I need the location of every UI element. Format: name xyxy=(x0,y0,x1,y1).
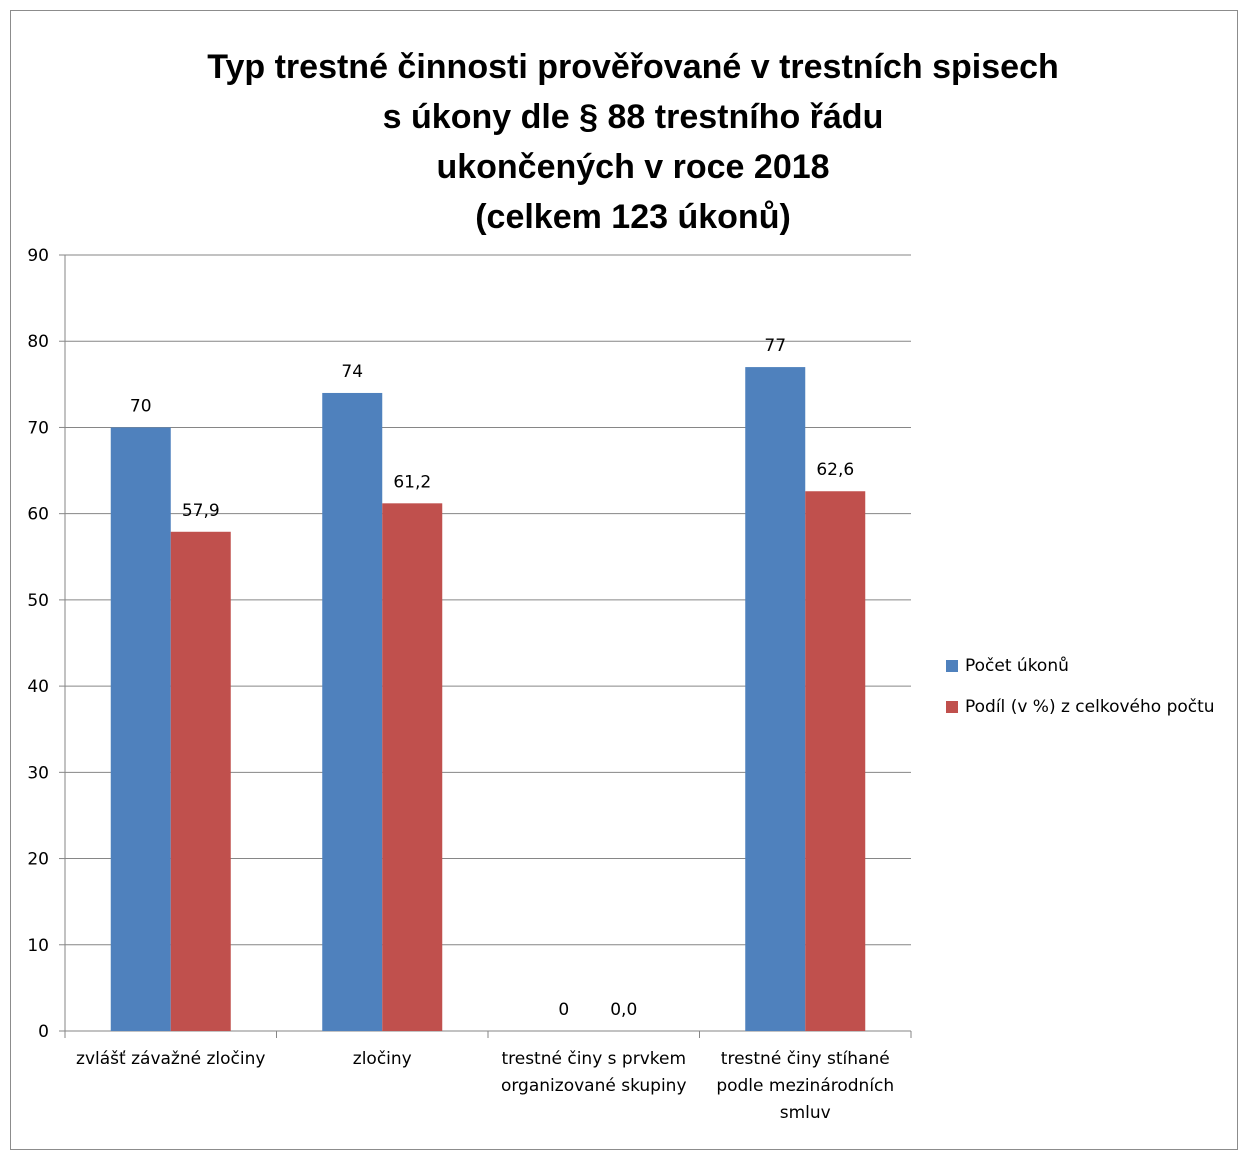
category-label: trestné činy stíhané podle mezinárodních s… xyxy=(700,1046,910,1127)
data-label-series-1: 77 xyxy=(764,336,786,356)
category-label: zločiny xyxy=(277,1046,487,1073)
chart-title: Typ trestné činnosti prověřované v trest… xyxy=(0,42,1242,242)
data-label-series-2: 62,6 xyxy=(816,460,854,480)
bar-series-1 xyxy=(745,367,806,1032)
category-label-line: zločiny xyxy=(352,1049,412,1069)
bar-series-2 xyxy=(382,503,443,1031)
category-label-line: podle mezinárodních xyxy=(716,1076,895,1096)
legend-item-podil: Podíl (v %) z celkového počtu xyxy=(946,693,1215,721)
bar-series-2 xyxy=(805,491,866,1031)
category-label: trestné činy s prvkem organizované skupin… xyxy=(489,1046,699,1100)
legend-swatch-podil xyxy=(946,701,958,713)
category-label: zvlášť závažné zločiny xyxy=(66,1046,276,1073)
y-tick-label: 60 xyxy=(27,505,49,525)
bar-series-1 xyxy=(110,427,171,1031)
data-label-series-2: 61,2 xyxy=(393,472,431,492)
y-tick-label: 10 xyxy=(27,936,49,956)
y-tick-label: 40 xyxy=(27,677,49,697)
bar-series-2 xyxy=(170,531,231,1031)
legend-label-pocet-ukonu: Počet úkonů xyxy=(965,656,1069,676)
data-label-series-1: 74 xyxy=(341,362,363,382)
y-tick-label: 80 xyxy=(27,332,49,352)
chart-title-line-4: (celkem 123 úkonů) xyxy=(475,198,791,236)
category-label-line: smluv xyxy=(779,1103,831,1123)
bar-series-1 xyxy=(322,392,383,1031)
legend-label-podil: Podíl (v %) z celkového počtu xyxy=(965,697,1215,717)
y-tick-label: 70 xyxy=(27,418,49,438)
y-tick-label: 50 xyxy=(27,591,49,611)
y-tick-label: 90 xyxy=(27,246,49,266)
y-tick-label: 0 xyxy=(38,1022,49,1042)
category-label-line: organizované skupiny xyxy=(500,1076,687,1096)
chart-title-line-2: s úkony dle § 88 trestního řádu xyxy=(382,98,884,136)
data-label-series-1: 70 xyxy=(130,396,152,416)
chart-title-line-3: ukončených v roce 2018 xyxy=(436,148,830,186)
legend-swatch-pocet-ukonu xyxy=(946,660,958,672)
category-label-line: trestné činy s prvkem xyxy=(501,1049,687,1069)
data-label-series-2: 0,0 xyxy=(610,1000,637,1020)
chart-legend: Počet úkonů Podíl (v %) z celkového počt… xyxy=(946,652,1215,734)
category-label-line: trestné činy stíhané xyxy=(720,1049,890,1069)
data-label-series-1: 0 xyxy=(558,1000,569,1020)
legend-item-pocet-ukonu: Počet úkonů xyxy=(946,652,1215,680)
category-label-line: zvlášť závažné zločiny xyxy=(76,1049,266,1069)
y-tick-label: 30 xyxy=(27,763,49,783)
y-tick-label: 20 xyxy=(27,850,49,870)
chart-title-line-1: Typ trestné činnosti prověřované v trest… xyxy=(207,48,1059,86)
data-label-series-2: 57,9 xyxy=(182,501,220,521)
